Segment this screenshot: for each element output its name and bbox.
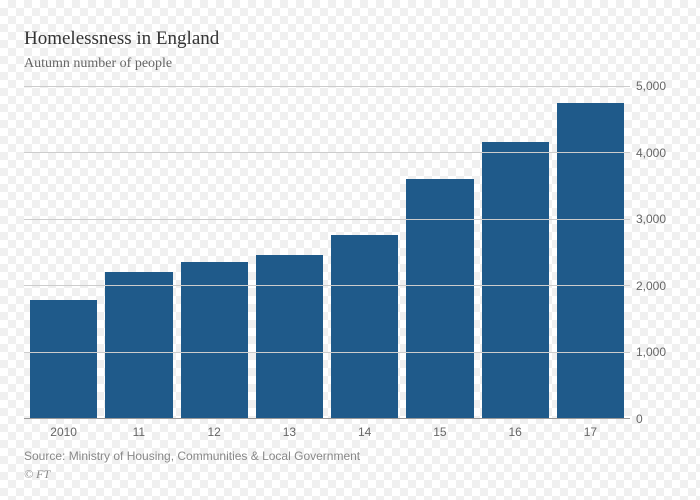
bar [331,235,398,418]
bar-slot [406,86,473,418]
credit-text: © FT [24,467,676,482]
gridline [24,285,630,286]
chart-plot-area: 01,0002,0003,0004,0005,000 [24,86,676,419]
bar-group [24,86,630,418]
chart-container: Homelessness in England Autumn number of… [0,0,700,500]
x-tick-label: 11 [105,419,172,439]
x-tick-label: 16 [482,419,549,439]
gridline [24,86,630,87]
gridline [24,152,630,153]
x-tick-label: 17 [557,419,624,439]
chart-subtitle: Autumn number of people [24,56,676,72]
bar-slot [105,86,172,418]
gridline [24,352,630,353]
plot-region [24,86,630,419]
bar [482,142,549,418]
chart-footer: Source: Ministry of Housing, Communities… [24,449,676,482]
gridline [24,219,630,220]
source-text: Source: Ministry of Housing, Communities… [24,449,676,463]
bar-slot [557,86,624,418]
y-tick-label: 2,000 [636,279,666,293]
y-tick-label: 4,000 [636,146,666,160]
y-tick-label: 5,000 [636,79,666,93]
bar [256,255,323,418]
x-tick-label: 14 [331,419,398,439]
x-axis-labels: 2010 11 12 13 14 15 16 17 [24,419,630,439]
x-tick-label: 2010 [30,419,97,439]
bar-slot [181,86,248,418]
bar-slot [482,86,549,418]
y-axis: 01,0002,0003,0004,0005,000 [630,86,676,419]
y-tick-label: 0 [636,412,643,426]
y-tick-label: 1,000 [636,345,666,359]
bar [557,103,624,418]
x-tick-label: 12 [181,419,248,439]
y-tick-label: 3,000 [636,212,666,226]
chart-title: Homelessness in England [24,28,676,50]
bar [406,179,473,418]
bar-slot [30,86,97,418]
x-tick-label: 15 [406,419,473,439]
bar [105,272,172,418]
x-tick-label: 13 [256,419,323,439]
bar [30,300,97,418]
bar-slot [331,86,398,418]
bar-slot [256,86,323,418]
